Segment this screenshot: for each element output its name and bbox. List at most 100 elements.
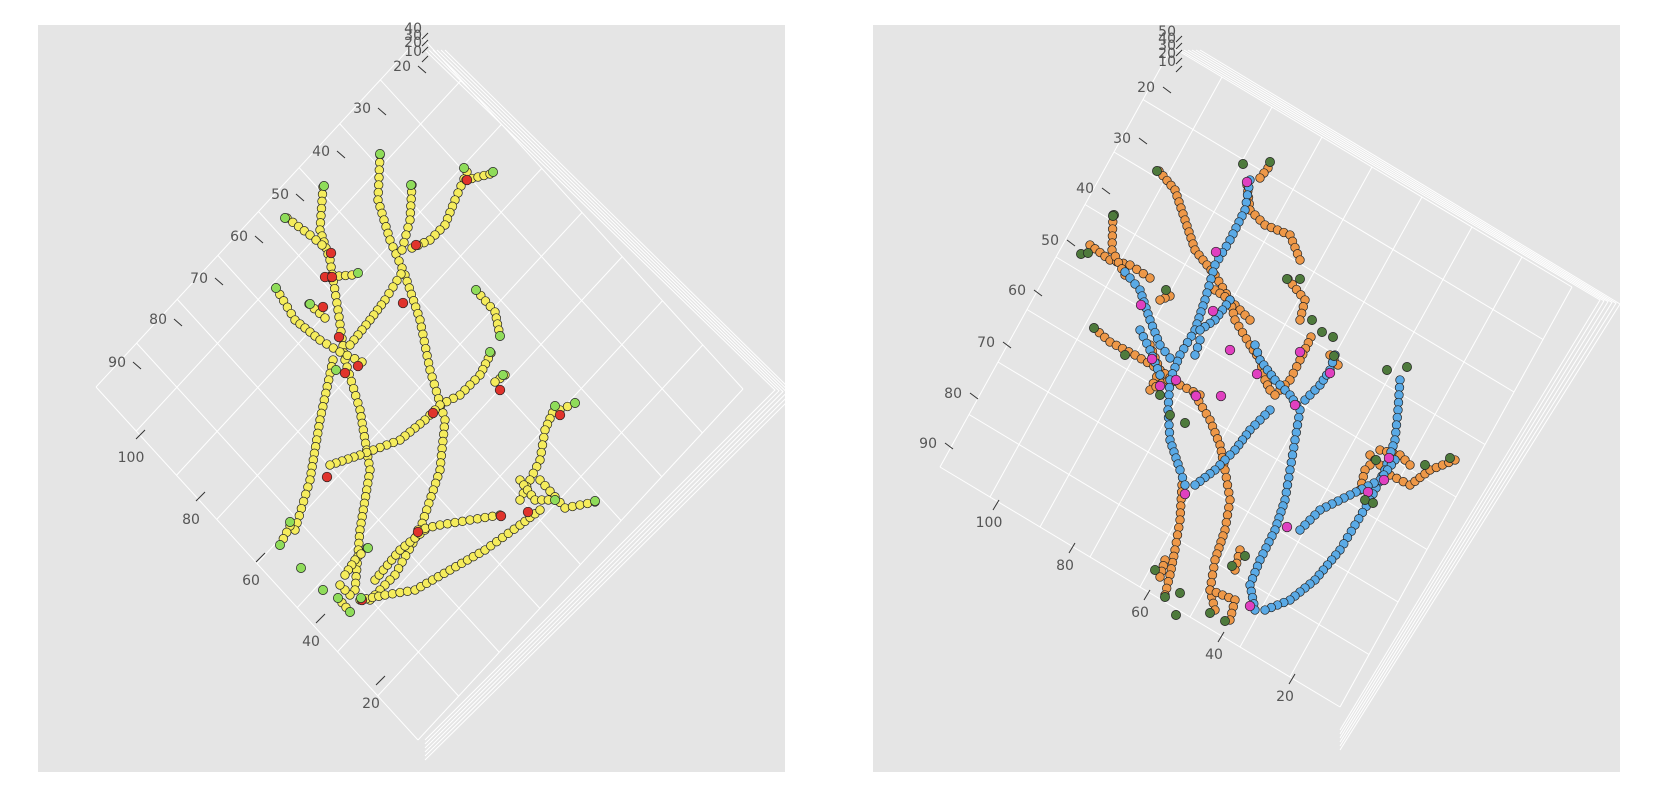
path-point	[536, 447, 546, 458]
branch-point	[1324, 367, 1336, 379]
axis-tick-label: 60	[1131, 605, 1149, 621]
axis-tick-mark	[1217, 631, 1225, 643]
axis-tick-mark	[1175, 42, 1183, 50]
segment-point	[1222, 480, 1233, 490]
endpoint-point	[1120, 350, 1130, 360]
branch-point	[1281, 521, 1293, 533]
branch-point	[494, 384, 506, 396]
path-point	[317, 240, 327, 250]
segment-point	[1130, 279, 1140, 289]
axis-tick-label: 80	[182, 512, 200, 528]
endpoint-point	[1108, 211, 1118, 221]
endpoint-point	[1402, 362, 1412, 372]
path-point	[328, 343, 338, 353]
right-plot-panel[interactable]	[873, 25, 1620, 772]
endpoint-point	[1328, 332, 1338, 342]
axis-tick-mark	[1033, 289, 1043, 297]
branch-point	[1378, 474, 1390, 486]
branch-point	[1241, 176, 1253, 188]
path-point	[325, 460, 335, 470]
endpoint-point	[485, 347, 495, 357]
axis-tick-label: 30	[353, 101, 371, 117]
grid-line	[1189, 196, 1423, 618]
grid-line	[95, 35, 422, 388]
segment-point	[1286, 457, 1296, 468]
path-point	[539, 432, 549, 443]
path-point	[387, 589, 398, 599]
endpoint-point	[318, 585, 328, 595]
axis-tick-mark	[1068, 542, 1076, 554]
axis-tick-mark	[421, 55, 429, 63]
segment-point	[1245, 315, 1255, 325]
endpoint-point	[319, 181, 329, 191]
segment-point	[1295, 525, 1305, 535]
endpoint-point	[495, 331, 505, 341]
branch-point	[397, 297, 409, 309]
endpoint-point	[459, 163, 469, 173]
endpoint-point	[1329, 351, 1339, 361]
segment-point	[1294, 412, 1304, 423]
branch-point	[352, 360, 364, 372]
endpoint-point	[1317, 327, 1327, 337]
segment-point	[1155, 295, 1165, 305]
grid-wall-line	[424, 49, 788, 753]
grid-line	[939, 46, 1173, 468]
branch-point	[1154, 380, 1166, 392]
segment-point	[1281, 487, 1291, 498]
axis-tick-mark	[992, 499, 1000, 511]
endpoint-point	[1155, 390, 1165, 400]
axis-tick-label: 30	[1158, 38, 1176, 54]
branch-point	[1251, 368, 1263, 380]
axis-tick-mark	[1175, 57, 1183, 65]
segment-point	[1125, 260, 1135, 270]
left-plot-panel[interactable]	[38, 25, 785, 772]
axis-tick-label: 90	[919, 436, 937, 452]
branch-point	[339, 367, 351, 379]
branch-point	[495, 510, 507, 522]
axis-tick-mark	[254, 235, 264, 244]
endpoint-point	[1265, 157, 1275, 167]
grid-line	[989, 76, 1223, 498]
segment-point	[1120, 267, 1130, 277]
segment-point	[1295, 255, 1305, 265]
endpoint-point	[1238, 159, 1248, 169]
branch-point	[412, 526, 424, 538]
segment-point	[1165, 353, 1175, 363]
grid-line	[256, 212, 583, 564]
axis-tick-mark	[195, 491, 206, 502]
branch-point	[461, 174, 473, 186]
endpoint-point	[1089, 323, 1099, 333]
endpoint-point	[285, 517, 295, 527]
segment-point	[1224, 502, 1234, 513]
axis-tick-label: 70	[190, 271, 208, 287]
endpoint-point	[1165, 410, 1175, 420]
axis-tick-mark	[1175, 35, 1183, 43]
path-point	[490, 377, 500, 387]
axis-tick-label: 20	[1158, 46, 1176, 62]
path-point	[397, 245, 407, 255]
endpoint-point	[296, 563, 306, 573]
axis-tick-label: 20	[404, 35, 422, 51]
axis-tick-label: 20	[393, 59, 411, 75]
axis-tick-label: 20	[1276, 689, 1294, 705]
grid-wall-line	[1187, 49, 1609, 739]
branch-point	[333, 331, 345, 343]
grid-wall-line	[1195, 49, 1617, 747]
axis-tick-label: 100	[976, 515, 1003, 531]
endpoint-point	[1171, 610, 1181, 620]
path-point	[535, 505, 545, 515]
axis-tick-mark	[1101, 187, 1111, 195]
segment-point	[1190, 350, 1200, 360]
branch-point	[1135, 299, 1147, 311]
grid-wall-line	[1183, 49, 1605, 735]
endpoint-point	[1445, 453, 1455, 463]
branch-point	[317, 301, 329, 313]
endpoint-point	[1240, 551, 1250, 561]
endpoint-point	[1150, 565, 1160, 575]
axis-tick-mark	[336, 150, 346, 159]
axis-tick-mark	[1162, 86, 1172, 94]
endpoint-point	[590, 496, 600, 506]
endpoint-point	[550, 495, 560, 505]
axis-tick-mark	[1175, 65, 1183, 73]
